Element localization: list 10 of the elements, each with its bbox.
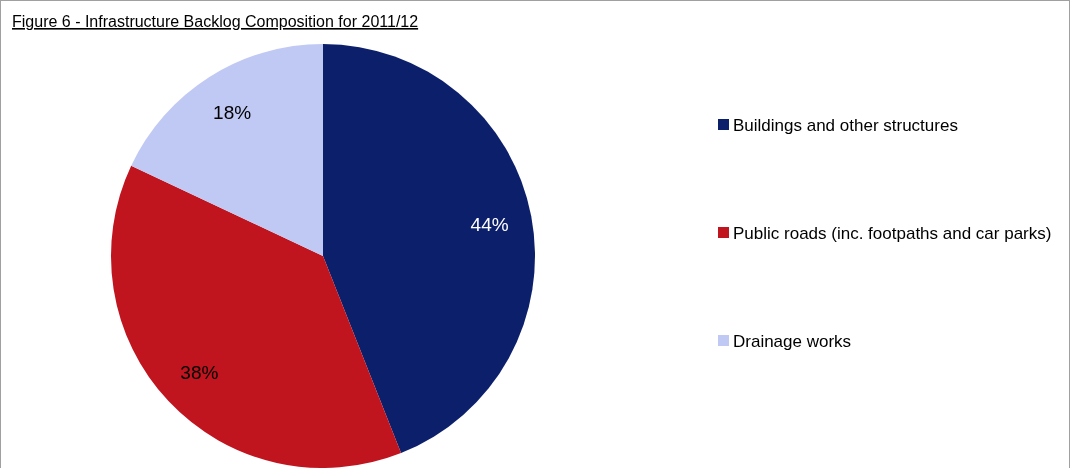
legend-label: Drainage works — [733, 331, 852, 351]
data-label: 38% — [180, 361, 219, 383]
data-label: 44% — [470, 213, 509, 235]
pie-slice — [111, 165, 402, 468]
data-label: 18% — [213, 102, 252, 124]
chart-title: Figure 6 - Infrastructure Backlog Composition for 2011/12 — [12, 13, 419, 30]
legend-label: Public roads (inc. footpaths and car parks) — [733, 223, 1052, 243]
legend-label: Buildings and other structures — [733, 115, 958, 135]
pie-slice — [323, 44, 535, 454]
pie-slice — [131, 44, 323, 256]
